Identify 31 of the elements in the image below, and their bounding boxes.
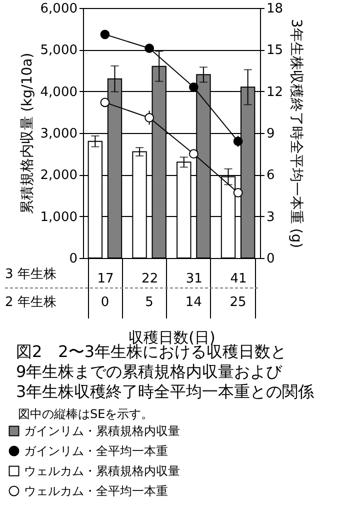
y2-tick-label: 12 (266, 84, 284, 100)
y2-tick-label: 9 (266, 126, 275, 142)
text: 図中の縦棒はSEを示す。 (18, 406, 154, 423)
x-tick-label: 17 (97, 272, 114, 286)
x-tick-label: 31 (186, 272, 202, 286)
text: 25 (230, 295, 246, 310)
y2-tick-label: 6 (266, 168, 275, 184)
legend-label: ウェルカム・全平均一本重 (24, 484, 168, 498)
legend-label: ガインリム・累積規格内収量 (24, 424, 180, 438)
y2-axis-title: 3年生株収穫終了時全平均一本重 (g) (288, 18, 304, 248)
y-tick-label: 1,000 (40, 210, 78, 225)
y-tick-label: 3,000 (40, 126, 78, 142)
x-tick-label: 41 (230, 272, 247, 286)
y-axis-title: 累積規格内収量 (kg/10a) (19, 52, 36, 214)
y-tick-label: 6,000 (40, 2, 78, 16)
y-tick-label: 4,000 (40, 84, 78, 100)
legend-label: ウェルカム・累積規格内収量 (24, 464, 180, 478)
text: 2 年生株 (5, 295, 56, 310)
text: 3 年生株 (5, 267, 56, 282)
y2-tick-label: 15 (266, 43, 284, 58)
text: 5 (145, 295, 154, 310)
text: 14 (185, 295, 202, 310)
y2-tick-label: 3 (266, 210, 275, 225)
x-tick-label: 22 (142, 272, 158, 286)
y-tick-label: 0 (69, 252, 78, 266)
legend-label: ガインリム・全平均一本重 (24, 444, 168, 458)
text: 0 (100, 295, 110, 310)
y2-tick-label: 0 (266, 252, 275, 266)
y2-tick-label: 18 (266, 2, 284, 16)
y-tick-label: 2,000 (40, 168, 78, 184)
y-tick-label: 5,000 (40, 43, 78, 58)
